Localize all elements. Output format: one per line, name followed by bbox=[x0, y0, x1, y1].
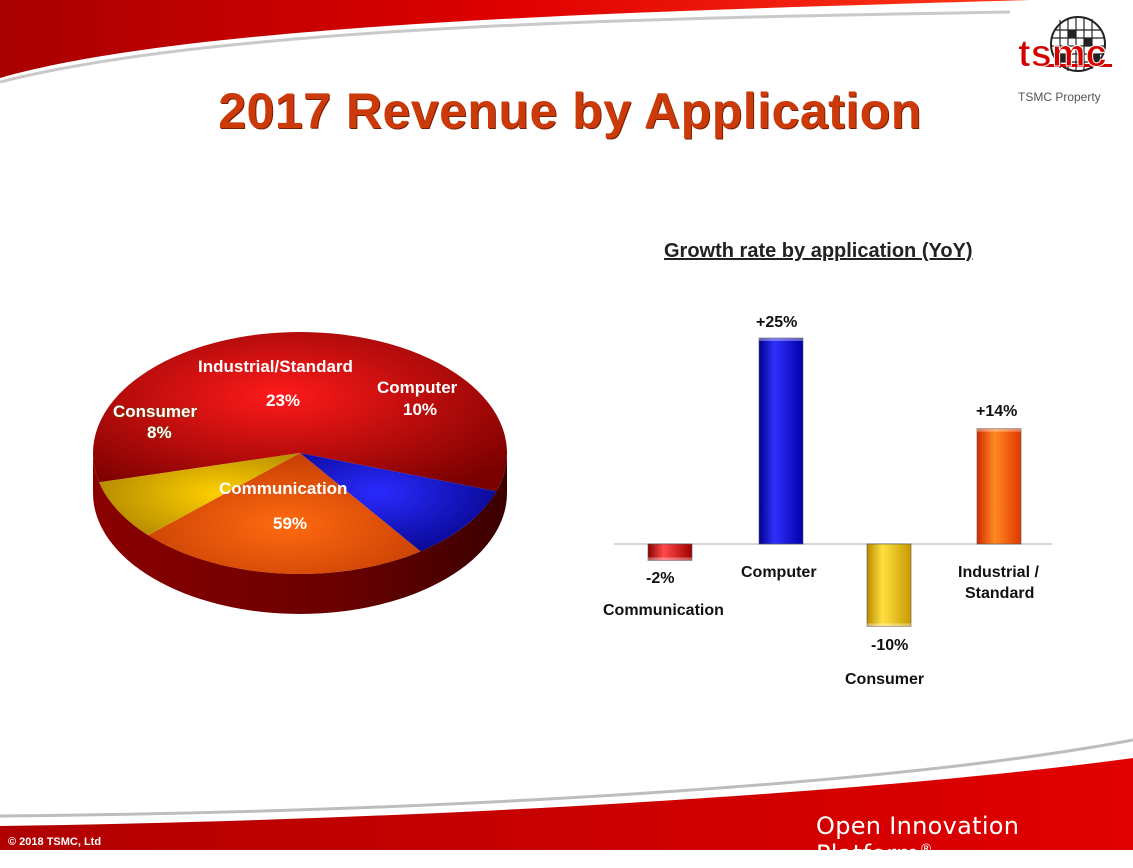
tsmc-logo bbox=[1040, 14, 1112, 78]
bar-computer bbox=[758, 337, 804, 545]
bar-category-communication: Communication bbox=[603, 602, 724, 619]
bar-industrial bbox=[976, 428, 1022, 545]
bar-cap-consumer bbox=[867, 623, 911, 627]
pie-slice-industrial bbox=[148, 453, 421, 574]
pie-label-industrial: Industrial/Standard bbox=[198, 357, 353, 376]
bar-cap-industrial bbox=[977, 428, 1021, 432]
property-label: TSMC Property bbox=[1018, 90, 1101, 104]
pie-slices bbox=[93, 332, 508, 574]
pie-value-consumer: 8% bbox=[147, 423, 172, 442]
bar-cap-computer bbox=[759, 338, 803, 341]
bottom-swoosh bbox=[0, 758, 1133, 850]
pie-slice-consumer bbox=[99, 453, 300, 536]
bar-consumer bbox=[866, 543, 912, 627]
pie-side-communication bbox=[93, 453, 507, 614]
top-swoosh bbox=[0, 0, 1030, 78]
top-swoosh-highlight bbox=[0, 10, 1011, 84]
bar-category-computer: Computer bbox=[741, 564, 817, 581]
pie-chart bbox=[93, 332, 508, 614]
pie-label-consumer: Consumer bbox=[113, 402, 198, 421]
bar-chart bbox=[614, 337, 1052, 627]
pie-value-communication: 59% bbox=[273, 514, 308, 533]
bar-cap-communication bbox=[648, 557, 692, 561]
bar-value-consumer: -10% bbox=[871, 637, 909, 654]
pie-slice-communication bbox=[93, 332, 508, 492]
pie-value-computer: 10% bbox=[403, 400, 438, 419]
bar-category-industrial-line2: Standard bbox=[965, 585, 1035, 602]
page-title: 2017 Revenue by Application bbox=[218, 83, 922, 139]
copyright-text: © 2018 TSMC, Ltd bbox=[8, 836, 102, 848]
pie-label-computer: Computer bbox=[377, 378, 458, 397]
pie-value-industrial: 23% bbox=[266, 391, 301, 410]
bar-value-communication: -2% bbox=[646, 570, 675, 587]
pie-side-wall bbox=[93, 453, 507, 614]
slide: 2017 Revenue by Application tsmc TSMC Pr… bbox=[0, 0, 1133, 850]
wafer-grid-icon bbox=[1040, 16, 1112, 72]
tsmc-wordmark: tsmc bbox=[1018, 33, 1108, 76]
bar-chart-title: Growth rate by application (YoY) bbox=[664, 240, 973, 262]
bar-category-industrial-line1: Industrial / bbox=[958, 564, 1039, 581]
pie-label-communication: Communication bbox=[219, 479, 348, 498]
bar-category-consumer: Consumer bbox=[845, 671, 925, 688]
footer-brand: Open Innovation Platform® bbox=[816, 812, 1133, 868]
bar-value-industrial: +14% bbox=[976, 403, 1018, 420]
logo-wordmark-text: tsmc bbox=[1018, 33, 1107, 75]
bar-value-computer: +25% bbox=[756, 314, 798, 331]
bottom-swoosh-highlight bbox=[0, 738, 1133, 818]
slide-background bbox=[0, 0, 1133, 850]
footer-brand-text: Open Innovation Platform bbox=[816, 812, 1020, 868]
pie-slice-computer bbox=[300, 453, 497, 552]
bar-communication bbox=[647, 543, 693, 561]
